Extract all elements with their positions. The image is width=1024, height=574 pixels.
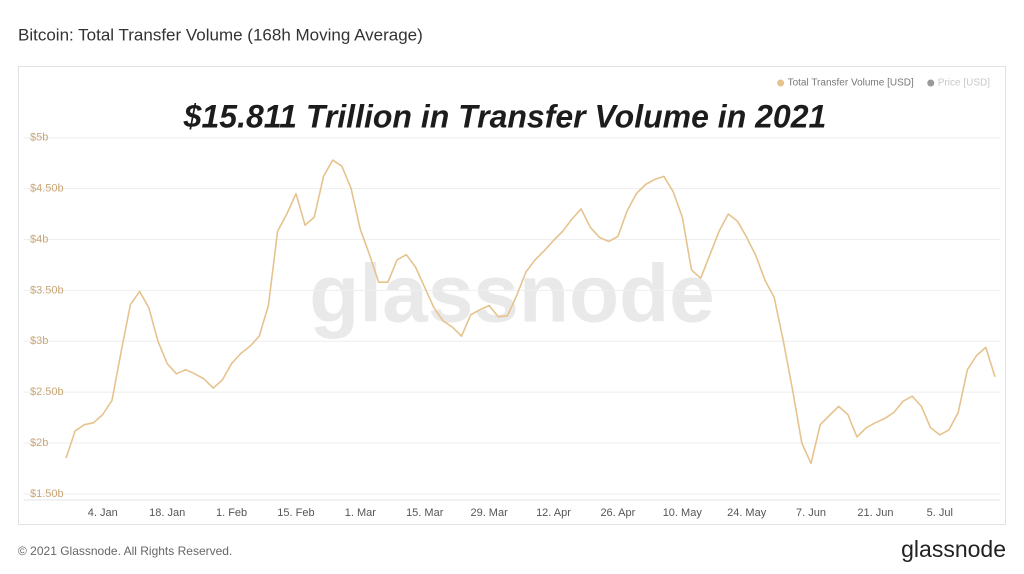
chart-title: Bitcoin: Total Transfer Volume (168h Mov… — [18, 25, 423, 44]
y-tick-label: $5b — [30, 132, 48, 144]
plot-area: $1.50b $2b $2.50b $3b $3.50b $4b $4.50b $5b 4. J… — [24, 78, 1000, 519]
x-tick-label: 18. Jan — [149, 507, 185, 519]
logo: glassnode — [901, 536, 1006, 562]
legend-swatch — [927, 79, 935, 87]
y-tick-label: $3.50b — [30, 284, 64, 296]
annotation: $15.811 Trillion in Transfer Volume in 2… — [183, 98, 827, 134]
x-tick-label: 26. Apr — [600, 507, 635, 519]
x-tick-label: 12. Apr — [536, 507, 571, 519]
legend-label: Price [USD] — [938, 78, 990, 89]
legend-label: Total Transfer Volume [USD] — [788, 78, 914, 89]
watermark: glassnode — [309, 249, 715, 340]
y-tick-label: $2b — [30, 437, 48, 449]
x-tick-label: 10. May — [663, 507, 703, 519]
copyright: © 2021 Glassnode. All Rights Reserved. — [18, 544, 232, 558]
y-tick-label: $1.50b — [30, 488, 64, 500]
x-tick-label: 7. Jun — [796, 507, 826, 519]
x-tick-label: 21. Jun — [857, 507, 893, 519]
x-tick-label: 15. Mar — [406, 507, 444, 519]
legend-swatch — [777, 79, 785, 87]
y-tick-label: $3b — [30, 335, 48, 347]
y-tick-label: $4b — [30, 233, 48, 245]
chart-frame — [18, 66, 1006, 525]
x-tick-label: 5. Jul — [927, 507, 953, 519]
x-tick-label: 24. May — [727, 507, 767, 519]
x-tick-label: 1. Mar — [345, 507, 377, 519]
data-line — [65, 159, 996, 465]
x-tick-label: 1. Feb — [216, 507, 247, 519]
y-tick-label: $2.50b — [30, 386, 64, 398]
x-tick-label: 4. Jan — [88, 507, 118, 519]
x-tick-label: 15. Feb — [277, 507, 314, 519]
y-tick-label: $4.50b — [30, 183, 64, 195]
x-tick-label: 29. Mar — [470, 507, 508, 519]
